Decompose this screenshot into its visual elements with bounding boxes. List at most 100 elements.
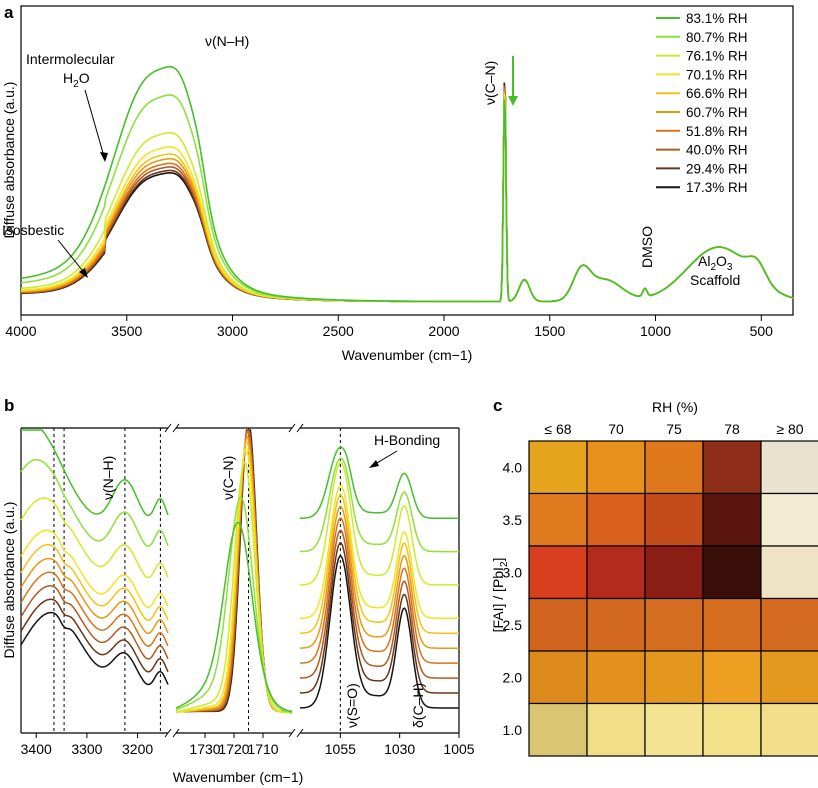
heatmap-cell	[760, 702, 818, 757]
panel-b-curves	[20, 429, 459, 714]
panel-a-tick-label: 1500	[534, 323, 565, 339]
panel-c-title: RH (%)	[652, 399, 698, 415]
panel-b-tick-label: 1720	[218, 741, 249, 757]
panel-b-dashed-lines	[53, 428, 341, 733]
heatmap-row-label: 2.0	[503, 669, 523, 685]
panel-a-series-line	[20, 92, 794, 303]
heatmap-column-label: 78	[724, 421, 740, 437]
panel-b-series-line	[299, 542, 459, 694]
arrowhead-intermolecular	[100, 152, 108, 162]
heatmap-cell	[528, 545, 588, 600]
heatmap-cell	[644, 492, 704, 547]
panel-b-series-line	[20, 611, 169, 686]
heatmap-cell	[644, 702, 704, 757]
annotation-b-cn: ν(C–N)	[220, 456, 236, 500]
heatmap-column-label: ≤ 68	[544, 421, 571, 437]
panel-b-series-line	[175, 521, 293, 713]
panel-c-y-axis-label: [FAI] / [PbI2]	[490, 558, 510, 633]
panel-a-frame	[20, 5, 794, 316]
panel-b-series-line	[20, 543, 169, 622]
panel-b-series-line	[300, 457, 459, 553]
panel-label-a: a	[4, 3, 14, 22]
heatmap-cell	[586, 440, 646, 495]
heatmap-row-label: 4.0	[503, 459, 523, 475]
arrowhead-isosbestic	[79, 268, 88, 278]
annotation-nh: ν(N–H)	[205, 33, 249, 49]
heatmap-cell	[644, 650, 704, 705]
panel-c-column-labels: ≤ 68 70 75 78 ≥ 80	[544, 421, 803, 437]
annotation-h-bonding: H-Bonding	[374, 432, 440, 448]
legend-label: 51.8% RH	[686, 124, 748, 139]
legend-label: 17.3% RH	[686, 180, 748, 195]
annotation-b-nh: ν(N–H)	[100, 456, 116, 500]
legend-label: 66.6% RH	[686, 86, 748, 101]
annotation-h2o-h: H	[63, 70, 73, 86]
axis-break-mark	[172, 728, 180, 738]
axis-break-gap	[168, 425, 176, 431]
panel-b-series-line	[299, 517, 459, 664]
annotation-h2o-sub: 2	[73, 79, 79, 90]
panel-b-series-line	[20, 598, 169, 673]
panel-b-tick-label: 3400	[21, 741, 52, 757]
panel-a-tick-label: 2500	[323, 323, 354, 339]
heatmap-cell	[586, 597, 646, 652]
panel-a-tick-label: 2000	[428, 323, 459, 339]
panel-a-series-line	[21, 82, 794, 303]
panel-b-tick-label: 3200	[122, 741, 153, 757]
annotation-al2o3-o: O	[716, 253, 727, 269]
panel-b-series-line	[20, 458, 169, 548]
annotation-b-so: ν(S=O)	[344, 683, 360, 728]
legend-label: 80.7% RH	[686, 30, 748, 45]
heatmap-cell	[528, 650, 588, 705]
arrow-intermolecular	[84, 89, 106, 161]
panel-a-tick-label: 3000	[217, 323, 248, 339]
heatmap-cell	[586, 492, 646, 547]
panel-a-legend: 83.1% RH 80.7% RH 76.1% RH 70.1% RH 66.6% RH…	[656, 11, 748, 195]
axis-break-mark	[172, 423, 180, 433]
legend-label: 60.7% RH	[686, 105, 748, 120]
panel-b-series-line	[300, 505, 459, 649]
arrowhead-cn-down	[508, 96, 518, 106]
axis-break-mark	[288, 423, 296, 433]
heatmap-cell	[702, 702, 762, 757]
panel-a-curves	[20, 65, 794, 303]
axis-break-gap	[168, 730, 176, 736]
axis-break-gap	[292, 730, 300, 736]
annotation-cn: ν(C–N)	[482, 61, 498, 105]
axis-break-mark	[164, 423, 172, 433]
heatmap-cell	[760, 650, 818, 705]
heatmap-cell	[760, 492, 818, 547]
heatmap-row-label: 2.5	[503, 617, 523, 633]
panel-b-series-line	[300, 529, 459, 679]
panel-a-series-line	[21, 88, 794, 303]
panel-b-tick-label: 1710	[247, 741, 278, 757]
panel-a-series-line	[20, 94, 794, 303]
annotation-dmso: DMSO	[639, 226, 655, 268]
panel-a-tick-label: 4000	[5, 323, 36, 339]
annotation-h2o: H2O	[63, 70, 90, 90]
heatmap-cell	[702, 440, 762, 495]
legend-label: 29.4% RH	[686, 161, 748, 176]
axis-break-mark	[296, 423, 304, 433]
heatmap-cell	[644, 440, 704, 495]
panel-a-x-axis-label: Wavenumber (cm−1)	[342, 347, 473, 363]
arrow-isosbestic	[57, 239, 87, 276]
panel-c-y-label-end: ]	[490, 558, 506, 562]
heatmap-cell	[760, 440, 818, 495]
panel-b-series-line	[175, 496, 293, 714]
panel-a-chart: 4000 3500 3000 2500 2000 1500 1000 500 83.1% RH…	[5, 5, 794, 339]
panel-b-series-line	[175, 447, 292, 714]
panel-a-series-line	[20, 90, 794, 303]
legend-label: 40.0% RH	[686, 143, 748, 158]
panel-a-series-line	[20, 96, 794, 303]
axis-break-mark	[288, 728, 296, 738]
panel-b-series-line	[300, 446, 459, 519]
heatmap-column-label: 70	[608, 421, 624, 437]
panel-a-tick-label: 3500	[111, 323, 142, 339]
heatmap-row-label: 1.0	[503, 722, 523, 738]
annotation-al2o3-al: Al	[698, 253, 710, 269]
axis-break-mark	[296, 728, 304, 738]
heatmap-cell	[586, 650, 646, 705]
